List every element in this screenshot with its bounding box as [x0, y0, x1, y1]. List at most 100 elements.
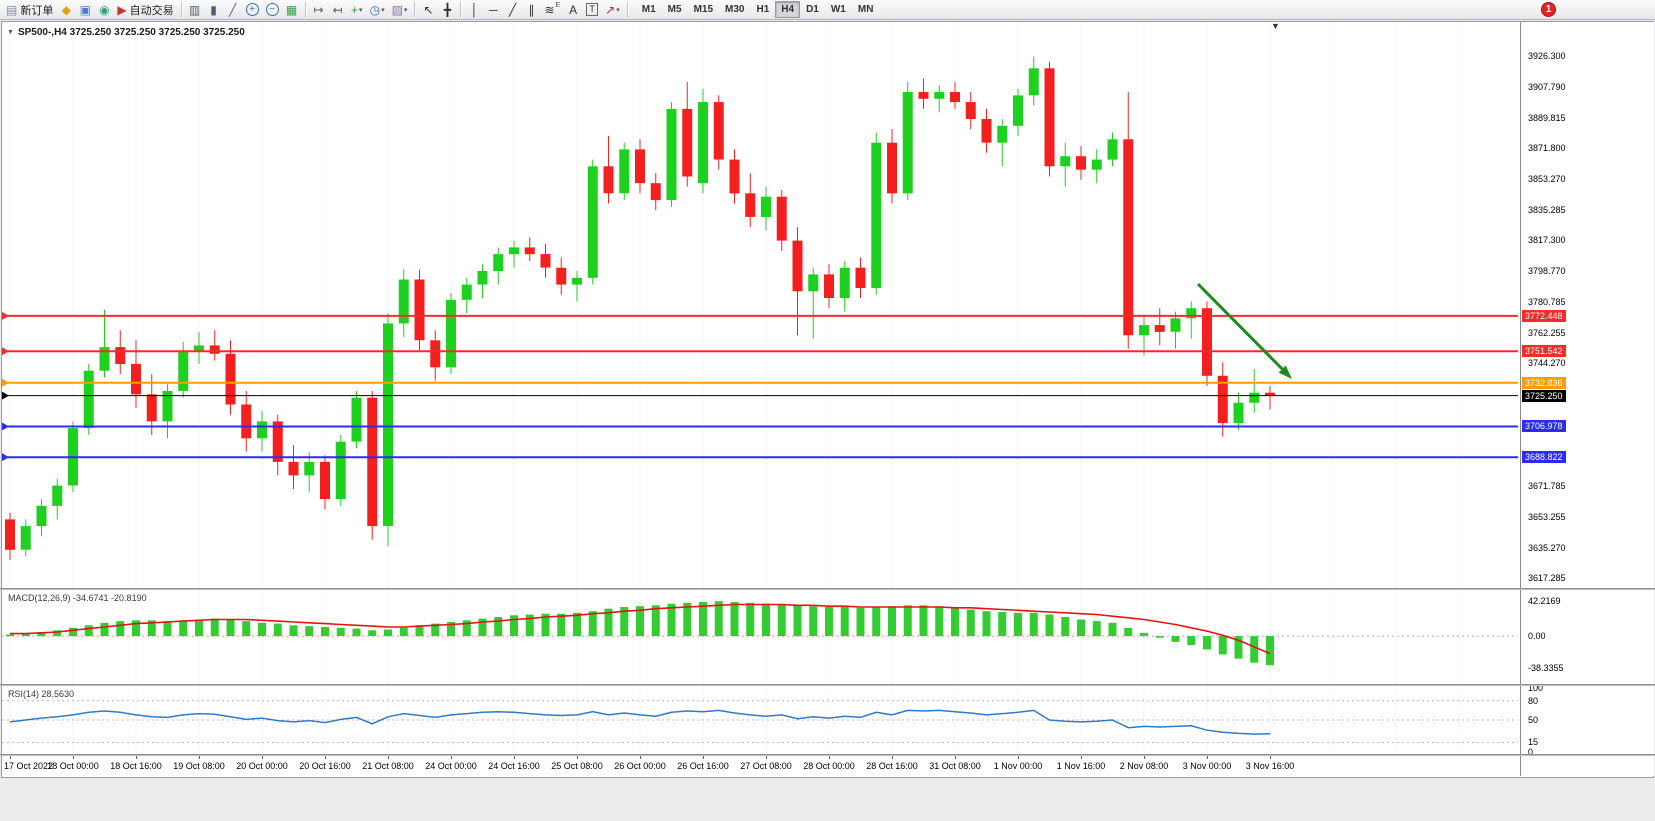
bar-chart-icon: ▥ [188, 2, 201, 17]
vertical-line-button[interactable]: │ [465, 1, 483, 19]
autotrading-button[interactable]: ▶ 自动交易 [114, 1, 176, 19]
macd-histogram-bar [336, 627, 345, 637]
crosshair-button[interactable]: ╋ [438, 1, 456, 19]
fibonacci-button[interactable]: ≋ E [541, 1, 563, 19]
line-chart-button[interactable]: ╱ [224, 1, 242, 19]
text-label-button[interactable]: T [583, 1, 601, 19]
price-tick-label: 3889.815 [1528, 113, 1566, 123]
tile-windows-button[interactable]: ▦ [283, 1, 301, 19]
accounts-button[interactable]: ▣ [76, 1, 94, 19]
price-tick-label: 3835.285 [1528, 205, 1566, 215]
macd-histogram-bar [998, 612, 1007, 637]
chart-shift-marker[interactable]: ▼ [1271, 21, 1280, 31]
candle-body [965, 102, 976, 119]
macd-histogram-bar [573, 612, 581, 637]
oneclick-collapse-icon[interactable]: ▼ [7, 29, 14, 36]
price-tick-label: 3653.255 [1528, 512, 1566, 522]
candle-body [1202, 308, 1212, 376]
arrows-tool-button[interactable]: ↗ ▾ [602, 1, 623, 19]
notification-badge[interactable]: 1 [1541, 2, 1556, 17]
panel-splitter-macd[interactable] [0, 588, 1655, 590]
time-axis[interactable]: 17 Oct 2022 18 Oct 00:00 18 Oct 16:00 19 Oc… [2, 756, 1520, 776]
bar-chart-button[interactable]: ▥ [186, 1, 204, 19]
periods-button[interactable]: ◷ ▾ [367, 1, 388, 19]
price-level-box: 3732.836 [1522, 377, 1566, 389]
timeframe-button-m1[interactable]: M1 [641, 4, 656, 15]
horizontal-line-button[interactable]: ─ [484, 1, 502, 19]
macd-histogram-bar [6, 634, 14, 637]
candle-body [383, 323, 393, 527]
macd-histogram-bar [935, 606, 944, 637]
macd-histogram-bar [494, 617, 503, 637]
candlestick-chart-button[interactable]: ▮ [205, 1, 223, 19]
chart-shift-icon: ↤ [332, 2, 343, 17]
macd-panel[interactable] [2, 590, 1520, 684]
resistance-line-2-edge-marker [2, 347, 9, 356]
candle-body [572, 277, 582, 285]
candle-body [241, 404, 252, 439]
price-chart[interactable] [2, 22, 1520, 588]
candle-body [351, 397, 362, 442]
time-label: 20 Oct 16:00 [299, 761, 351, 771]
bookmark-button[interactable]: ◆ [57, 1, 75, 19]
timeframe-button-h4[interactable]: H4 [775, 1, 801, 18]
macd-histogram-bar [651, 605, 660, 637]
candle-body [776, 196, 787, 241]
time-label: 3 Nov 16:00 [1245, 761, 1295, 771]
indicators-button[interactable]: + ▾ [348, 1, 366, 19]
time-tick [766, 756, 767, 759]
time-tick [325, 756, 326, 759]
trend-arrow[interactable] [1196, 282, 1284, 371]
price-tick-label: 3871.800 [1528, 143, 1566, 153]
text-button[interactable]: A [564, 1, 582, 19]
candle-body [20, 526, 31, 550]
timeframe-button-d1[interactable]: D1 [806, 4, 819, 15]
chart-window [1, 21, 1654, 778]
timeframe-button-m30[interactable]: M30 [725, 4, 745, 15]
zoom-in-button[interactable]: + [243, 1, 262, 19]
autotrading-play-icon: ▶ [117, 2, 127, 17]
time-axis-separator [0, 754, 1655, 756]
new-order-icon: ▤ [6, 2, 18, 17]
candle-body [619, 149, 630, 194]
candle-body [839, 267, 850, 299]
chart-title: ▼ SP500-,H4 3725.250 3725.250 3725.250 3… [7, 27, 245, 38]
price-tick-label: 3817.300 [1528, 235, 1566, 245]
timeframe-button-mn[interactable]: MN [857, 4, 874, 15]
candle-body [5, 519, 15, 550]
new-order-button-label: 新订单 [20, 4, 54, 17]
time-tick [199, 756, 200, 759]
candle-body [824, 274, 834, 298]
macd-histogram-bar [604, 608, 613, 637]
rsi-panel[interactable] [2, 686, 1520, 754]
chart-shift-button[interactable]: ↤ [329, 1, 347, 19]
time-tick [451, 756, 452, 759]
timeframe-button-m15[interactable]: M15 [693, 4, 714, 15]
fibonacci-icon-badge: E [555, 1, 561, 9]
candle-body [698, 102, 708, 184]
panel-splitter-rsi[interactable] [0, 684, 1655, 686]
channel-button[interactable]: ∥ [522, 1, 540, 19]
price-tick-label: 3617.285 [1528, 573, 1566, 583]
time-tick [388, 756, 389, 759]
new-order-button[interactable]: ▤ 新订单 [3, 1, 56, 19]
trendline-button[interactable]: ╱ [503, 1, 521, 19]
macd-histogram-bar [825, 607, 833, 637]
price-axis[interactable]: 3926.300 3907.790 3889.815 3871.800 3853.270… [1520, 22, 1654, 776]
auto-scroll-button[interactable]: ↦ [310, 1, 328, 19]
timeframe-button-m5[interactable]: M5 [667, 4, 682, 15]
zoom-out-button[interactable]: − [263, 1, 282, 19]
horizontal-line-icon: ─ [489, 2, 498, 17]
candle-body [477, 271, 488, 285]
cursor-button[interactable]: ↖ [419, 1, 437, 19]
candle-body [1154, 325, 1165, 332]
alerts-button[interactable]: ◉ [95, 1, 113, 19]
timeframe-button-w1[interactable]: W1 [830, 4, 846, 15]
timeframe-button-h1[interactable]: H1 [756, 4, 770, 15]
templates-button[interactable]: ▨ ▾ [389, 1, 411, 19]
macd-histogram-bar [809, 606, 818, 637]
candle-body [115, 347, 126, 364]
template-icon: ▨ [391, 2, 403, 17]
macd-histogram-bar [163, 621, 172, 637]
candle-body [871, 142, 882, 288]
